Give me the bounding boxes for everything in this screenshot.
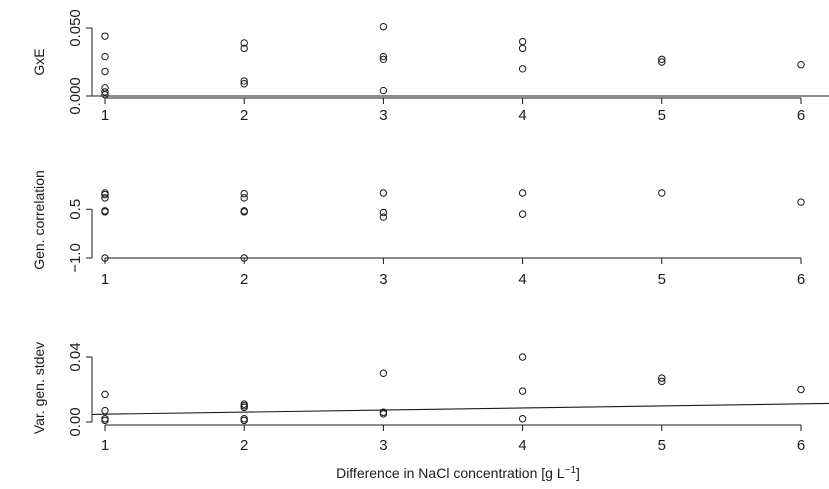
data-point [379, 410, 388, 418]
x-tick-label: 5 [658, 437, 666, 454]
data-point [240, 80, 248, 88]
x-tick-label: 1 [101, 107, 109, 124]
x-tick-label: 4 [518, 437, 526, 454]
y-axis-title: Gen. correlation [31, 170, 47, 270]
data-point [240, 189, 248, 198]
data-point [658, 377, 666, 386]
panel-var-gen-stdev: 1 2 3 4 5 6 0.00 0.04 Var. gen. stdev [31, 342, 829, 454]
data-point [240, 208, 248, 216]
data-point [379, 213, 388, 221]
x-tick-label: 2 [240, 107, 248, 124]
data-point [658, 55, 666, 63]
x-tick-label: 2 [240, 437, 248, 454]
data-point [797, 61, 805, 69]
x-tick-label: 6 [797, 271, 805, 288]
data-point [101, 90, 109, 99]
data-point [379, 86, 388, 95]
data-point [379, 369, 388, 377]
y-tick-label: 0.00 [67, 407, 84, 436]
y-axis-title: GxE [31, 48, 47, 75]
x-tick-label: 2 [240, 271, 248, 288]
data-point [101, 32, 109, 40]
data-point [658, 189, 666, 197]
data-point [101, 390, 109, 399]
data-point [101, 254, 109, 262]
data-point [240, 416, 248, 425]
data-point [240, 403, 248, 412]
x-tick-label: 5 [658, 271, 666, 288]
data-point [101, 190, 109, 199]
x-tick-label: 3 [379, 271, 387, 288]
data-point [101, 88, 109, 96]
y-tick-label: 0.000 [67, 77, 84, 115]
y-tick-label: −1.0 [67, 243, 84, 273]
data-point [797, 198, 805, 206]
x-tick-label: 3 [379, 437, 387, 454]
x-tick-label: 4 [518, 271, 526, 288]
data-point [518, 44, 527, 53]
data-point [518, 210, 527, 218]
x-tick-label: 6 [797, 107, 805, 124]
panel-gxe: 1 2 3 4 5 6 0.000 0.050 GxE [31, 9, 829, 124]
x-tick-label: 1 [101, 437, 109, 454]
data-point [240, 44, 248, 53]
data-point [101, 194, 109, 202]
data-point [379, 189, 388, 197]
x-axis-title-superscript: −1 [565, 465, 577, 476]
data-point [518, 387, 527, 395]
x-tick-label: 5 [658, 107, 666, 124]
x-tick-label: 6 [797, 437, 805, 454]
data-point [240, 194, 248, 202]
data-point [240, 254, 248, 262]
x-tick-label: 3 [379, 107, 387, 124]
data-point [797, 385, 805, 394]
data-point [518, 189, 527, 197]
data-point [101, 67, 109, 76]
y-tick-label: 0.04 [67, 342, 84, 371]
data-point [101, 416, 109, 425]
data-point [101, 52, 109, 61]
data-point [240, 77, 248, 85]
panel-gen-correlation: 1 2 3 4 5 6 −1.0 0.5 Gen. correlation [31, 170, 805, 288]
data-point [518, 37, 527, 46]
y-tick-label: 0.050 [67, 9, 84, 47]
x-axis-title-main: Difference in NaCl concentration [g L [336, 465, 565, 481]
x-tick-label: 4 [518, 107, 526, 124]
data-point [518, 65, 527, 73]
fit-line [91, 402, 829, 415]
data-point [379, 52, 388, 61]
data-point [240, 39, 248, 47]
data-point [101, 406, 109, 415]
x-axis-title: Difference in NaCl concentration [g L−1] [336, 465, 580, 482]
data-point [379, 55, 388, 63]
data-point [518, 415, 527, 423]
x-tick-label: 1 [101, 271, 109, 288]
x-axis-title-suffix: ] [576, 465, 580, 481]
data-point [658, 58, 666, 66]
y-axis-title: Var. gen. stdev [31, 342, 47, 434]
y-tick-label: 0.5 [67, 199, 84, 220]
data-point [379, 208, 388, 217]
data-point [518, 353, 527, 361]
data-point [658, 374, 666, 382]
data-point [379, 22, 388, 31]
data-point [101, 208, 109, 216]
